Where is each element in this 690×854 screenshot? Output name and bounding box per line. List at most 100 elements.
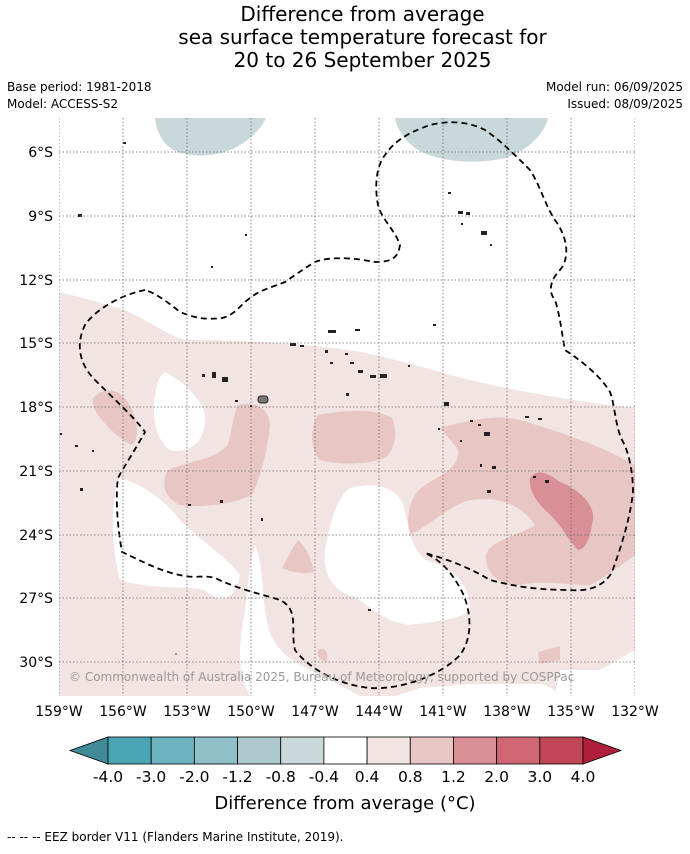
island <box>448 192 451 194</box>
title-line-3: 20 to 26 September 2025 <box>233 48 492 72</box>
latitude-labels: 6°S 9°S 12°S 15°S 18°S 21°S 24°S 27°S 30… <box>19 145 53 671</box>
island <box>330 362 333 364</box>
island <box>350 362 354 364</box>
colorbar-swatch <box>150 736 195 765</box>
colorbar-swatch <box>323 736 368 765</box>
colorbar-tick-label: 3.0 <box>527 768 552 786</box>
island <box>92 450 94 452</box>
longitude-labels: 159°W 156°W 153°W 150°W 147°W 144°W 141°… <box>35 704 659 720</box>
cool-anomaly-west <box>155 118 266 156</box>
gridlines <box>59 118 635 696</box>
lon-label: 150°W <box>227 704 275 720</box>
lat-label: 21°S <box>19 464 53 480</box>
colorbar-tick-label: 2.0 <box>484 768 509 786</box>
island <box>257 395 269 404</box>
island <box>478 424 481 426</box>
island <box>490 244 492 246</box>
colorbar <box>68 736 623 765</box>
colorbar-swatch <box>366 736 411 765</box>
lon-label: 138°W <box>483 704 531 720</box>
footnote-eez: -- -- -- EEZ border V11 (Flanders Marine… <box>7 830 344 844</box>
island <box>358 370 363 373</box>
lat-label: 30°S <box>19 655 53 671</box>
colorbar-swatch <box>237 736 282 765</box>
island <box>175 653 177 655</box>
island <box>487 490 491 493</box>
model-name: Model: ACCESS-S2 <box>7 97 119 111</box>
lon-label: 159°W <box>35 704 83 720</box>
neutral-pocket-5 <box>555 650 635 696</box>
lon-label: 153°W <box>163 704 211 720</box>
island <box>261 518 263 521</box>
island <box>245 234 247 236</box>
island <box>346 393 349 396</box>
colorbar-swatch <box>107 736 152 765</box>
island <box>533 476 536 478</box>
island <box>368 609 371 611</box>
colorbar-swatch <box>409 736 454 765</box>
warm-anomaly-mid-6 <box>538 646 560 664</box>
title-line-2: sea surface temperature forecast for <box>178 25 547 49</box>
island <box>433 324 436 326</box>
neutral-pocket-4 <box>240 545 360 696</box>
colorbar-swatch <box>496 736 541 765</box>
island <box>466 212 470 215</box>
island <box>220 500 223 503</box>
island <box>545 480 549 483</box>
island <box>188 504 191 506</box>
warm-anomaly-mid-1 <box>92 390 137 445</box>
island <box>408 365 410 367</box>
colorbar-swatch <box>193 736 238 765</box>
map-area: © Commonwealth of Australia 2025, Bureau… <box>59 118 635 696</box>
island <box>328 330 336 333</box>
island <box>481 231 487 235</box>
island <box>484 432 490 436</box>
island <box>370 375 376 378</box>
island <box>355 329 360 331</box>
island <box>380 374 387 378</box>
island <box>538 418 542 420</box>
eez-border-line <box>78 121 634 690</box>
neutral-pocket-3 <box>324 485 470 625</box>
base-period: Base period: 1981-2018 <box>7 80 152 94</box>
island <box>480 464 482 467</box>
colorbar-tick-label: -4.0 <box>93 768 123 786</box>
colorbar-tick-label: 0.4 <box>355 768 380 786</box>
lat-label: 12°S <box>19 273 53 289</box>
lon-label: 141°W <box>419 704 467 720</box>
lon-label: 132°W <box>611 704 659 720</box>
colorbar-swatch <box>280 736 325 765</box>
colorbar-swatch <box>539 736 584 765</box>
map-title: Difference from average sea surface temp… <box>0 3 690 72</box>
island <box>525 416 529 418</box>
meta-left: Base period: 1981-2018 Model: ACCESS-S2 <box>7 79 152 113</box>
neutral-pocket-2 <box>112 478 240 599</box>
lat-label: 6°S <box>28 145 53 161</box>
colorbar-tick-label: 0.8 <box>398 768 423 786</box>
warm-anomaly-mid-3 <box>312 410 396 464</box>
meta-right: Model run: 06/09/2025 Issued: 08/09/2025 <box>546 79 683 113</box>
island <box>470 420 473 422</box>
copyright-text: © Commonwealth of Australia 2025, Bureau… <box>69 670 574 684</box>
title-line-1: Difference from average <box>240 2 485 26</box>
lat-label: 27°S <box>19 591 53 607</box>
island <box>235 400 238 402</box>
colorbar-tick-label: -2.0 <box>179 768 209 786</box>
island <box>123 142 126 144</box>
island <box>461 223 463 225</box>
warm-anomaly-mid-7 <box>317 648 328 662</box>
lon-label: 135°W <box>547 704 595 720</box>
colorbar-tick-label: -3.0 <box>136 768 166 786</box>
island <box>460 440 462 442</box>
island <box>345 353 348 355</box>
island <box>438 428 440 430</box>
warm-anomaly-mid-5 <box>282 540 314 574</box>
colorbar-tick-label: 4.0 <box>571 768 596 786</box>
lat-label: 18°S <box>19 400 53 416</box>
lat-label: 9°S <box>28 209 53 225</box>
island <box>492 466 496 469</box>
colorbar-max-extension <box>582 736 623 765</box>
island <box>80 488 83 491</box>
